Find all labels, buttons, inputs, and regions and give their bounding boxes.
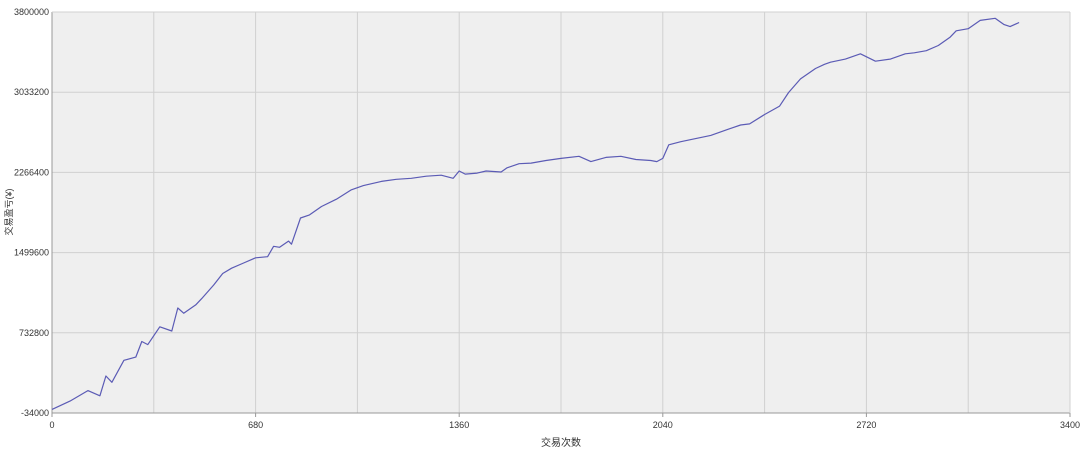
y-axis-label: 交易盈亏(¥) [3, 188, 14, 235]
x-tick-label: 3400 [1060, 420, 1080, 430]
gridlines [51, 11, 1071, 414]
y-tick-label: 3800000 [14, 7, 49, 17]
y-tick-label: 2266400 [14, 167, 49, 177]
y-tick-label: 732800 [19, 328, 49, 338]
y-tick-label: 1499600 [14, 248, 49, 258]
x-axis-label: 交易次数 [541, 436, 581, 449]
x-tick-label: 680 [248, 420, 263, 430]
y-tick-label: 3033200 [14, 87, 49, 97]
series-line-0 [51, 17, 1020, 410]
x-tick-label: 2720 [856, 420, 876, 430]
x-axis-ticks: 0 680 1360 2040 2720 3400 [49, 413, 1080, 430]
axes [51, 11, 1071, 414]
x-tick-label: 1360 [449, 420, 469, 430]
series-group [51, 17, 1020, 410]
y-axis-ticks: -34000 732800 1499600 2266400 3033200 3800000 [14, 7, 49, 418]
x-tick-label: 2040 [653, 420, 673, 430]
x-tick-label: 0 [49, 420, 54, 430]
y-tick-label: -34000 [21, 408, 49, 418]
